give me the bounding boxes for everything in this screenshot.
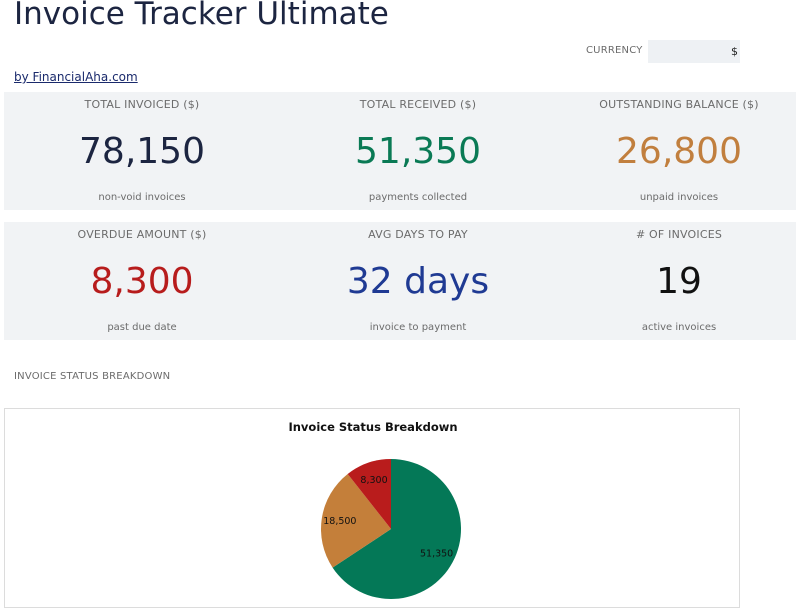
kpi-label: TOTAL RECEIVED ($) <box>359 98 477 111</box>
kpi-sub: invoice to payment <box>369 322 467 333</box>
page-title: Invoice Tracker Ultimate <box>14 0 389 32</box>
kpi-value: 26,800 <box>616 131 742 172</box>
kpi-value: 78,150 <box>79 131 205 172</box>
kpi-total-received: TOTAL RECEIVED ($) 51,350 payments colle… <box>286 92 550 210</box>
kpi-value: 51,350 <box>355 131 481 172</box>
kpi-sub: active invoices <box>641 322 717 333</box>
kpi-invoice-count: # OF INVOICES 19 active invoices <box>547 222 800 340</box>
kpi-label: TOTAL INVOICED ($) <box>84 98 200 111</box>
currency-label: CURRENCY <box>586 45 643 56</box>
kpi-label: OUTSTANDING BALANCE ($) <box>599 98 759 111</box>
kpi-row-1: TOTAL INVOICED ($) 78,150 non-void invoi… <box>4 92 796 210</box>
kpi-value: 8,300 <box>90 261 194 302</box>
kpi-value: 32 days <box>346 261 490 302</box>
pie-slices <box>321 459 461 599</box>
pie-slice-label-1: 18,500 <box>323 516 356 527</box>
chart-title: Invoice Status Breakdown <box>288 420 457 434</box>
kpi-outstanding-balance: OUTSTANDING BALANCE ($) 26,800 unpaid in… <box>547 92 800 210</box>
section-label: INVOICE STATUS BREAKDOWN <box>14 371 171 382</box>
pie-slice-label-2: 8,300 <box>360 475 387 486</box>
kpi-overdue-amount: OVERDUE AMOUNT ($) 8,300 past due date <box>10 222 274 340</box>
pie-slice-label-0: 51,350 <box>420 549 453 560</box>
pie-slice-1 <box>321 474 391 568</box>
status-chart-panel: Invoice Status Breakdown 51,350 18,500 8,3… <box>4 408 740 608</box>
kpi-avg-days: AVG DAYS TO PAY 32 days invoice to payme… <box>286 222 550 340</box>
kpi-row-2: OVERDUE AMOUNT ($) 8,300 past due date A… <box>4 222 796 340</box>
currency-input[interactable]: $ <box>648 40 740 63</box>
pie-slice-0 <box>332 459 461 599</box>
kpi-sub: past due date <box>107 322 177 333</box>
status-pie-chart: Invoice Status Breakdown 51,350 18,500 8,3… <box>288 420 461 599</box>
pie-labels: 51,350 18,500 8,300 <box>323 475 453 559</box>
kpi-sub: payments collected <box>368 192 468 203</box>
kpi-sub: non-void invoices <box>98 192 186 203</box>
kpi-sub: unpaid invoices <box>639 192 719 203</box>
kpi-label: # OF INVOICES <box>635 228 723 241</box>
kpi-value: 19 <box>656 261 702 302</box>
byline-link[interactable]: by FinancialAha.com <box>14 70 138 84</box>
pie-slice-2 <box>347 459 391 529</box>
kpi-label: AVG DAYS TO PAY <box>368 228 468 241</box>
kpi-label: OVERDUE AMOUNT ($) <box>77 228 207 241</box>
kpi-total-invoiced: TOTAL INVOICED ($) 78,150 non-void invoi… <box>10 92 274 210</box>
